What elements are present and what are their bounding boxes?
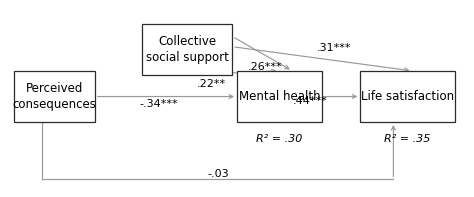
FancyBboxPatch shape (237, 71, 322, 122)
Text: Collective
social support: Collective social support (146, 35, 228, 64)
Text: R² = .35: R² = .35 (384, 134, 431, 144)
Text: .31***: .31*** (317, 43, 351, 53)
Text: Perceived
consequences: Perceived consequences (13, 82, 96, 111)
Text: .44***: .44*** (293, 97, 328, 106)
Text: R² = .30: R² = .30 (256, 134, 303, 144)
Text: Life satisfaction: Life satisfaction (361, 90, 454, 103)
FancyBboxPatch shape (360, 71, 455, 122)
Text: .22**: .22** (197, 79, 226, 89)
Text: .26***: .26*** (247, 62, 282, 72)
Text: Mental health: Mental health (239, 90, 320, 103)
Text: -.34***: -.34*** (139, 99, 178, 109)
FancyBboxPatch shape (142, 24, 232, 75)
FancyBboxPatch shape (14, 71, 95, 122)
Text: -.03: -.03 (207, 169, 229, 179)
